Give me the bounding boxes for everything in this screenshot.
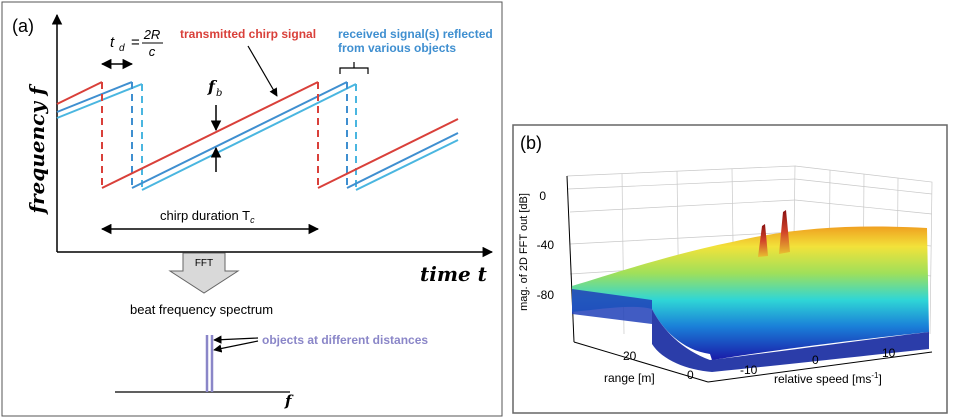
objects-label: objects at different distances [262,333,428,347]
panel-a-frame [2,2,502,416]
transmitted-label: transmitted chirp signal [180,27,316,41]
svg-text:c: c [149,44,156,59]
svg-text:=: = [131,34,140,51]
panel-a-label: (a) [12,16,34,36]
received-bracket [340,62,368,74]
delay-formula: t d = 2R c [110,27,163,59]
received-signal-1 [57,82,458,188]
objects-pointer-1 [214,338,258,340]
transmitted-chirp [57,82,458,188]
spectrum-title: beat frequency spectrum [130,302,273,317]
speed-tick-0: -10 [740,363,758,377]
z-tick-2: -80 [537,288,555,302]
panel-b-fft-surface: (b) 0 -40 -80 mag. of 2D FFT out [dB] 20… [512,124,952,416]
received-label-line1: received signal(s) reflected [338,27,493,41]
fft-label: FFT [195,258,213,269]
svg-text:t: t [110,34,115,51]
chirp-duration-label: chirp duration Tc [160,208,255,225]
range-axis-label: range [m] [604,371,655,385]
received-signal-2 [57,84,458,190]
objects-pointer-2 [214,341,258,350]
speed-axis-label: relative speed [ms-1] [774,371,882,386]
panel-b-label: (b) [520,133,542,153]
x-axis-label: time t [420,262,488,286]
z-tick-1: -40 [537,238,555,252]
speed-tick-2: 10 [882,346,896,360]
range-tick-1: 0 [687,368,694,382]
y-axis-label: frequency f [25,83,49,215]
panel-a-chirp-diagram: (a) frequency f time t t d = 2R c trans [0,0,505,419]
transmitted-pointer [248,46,277,96]
z-tick-0: 0 [539,189,546,203]
svg-text:2R: 2R [143,27,161,42]
svg-text:d: d [119,43,125,54]
beat-frequency-sub: b [216,88,222,99]
spectrum-axis-label: f [284,392,294,410]
z-axis-label: mag. of 2D FFT out [dB] [518,193,530,311]
speed-tick-1: 0 [812,353,819,367]
range-tick-0: 20 [623,349,637,363]
received-label-line2: from various objects [338,41,456,55]
